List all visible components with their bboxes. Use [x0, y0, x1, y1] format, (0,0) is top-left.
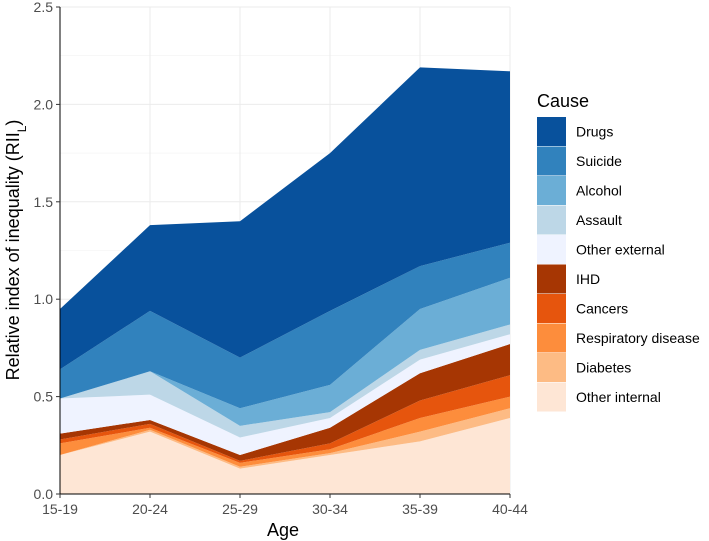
x-tick-label: 40-44	[492, 501, 528, 517]
legend-swatch	[537, 176, 566, 205]
legend-label: Other external	[576, 242, 665, 258]
legend-label: Cancers	[576, 301, 628, 317]
y-axis-title-subscript: L	[15, 125, 29, 132]
area-ihd	[60, 344, 510, 461]
y-tick-labels: 0.0 0.5 1.0 1.5 2.0 2.5	[34, 0, 54, 502]
legend-swatch	[537, 146, 566, 176]
x-tick-label: 25-29	[222, 501, 258, 517]
area-diabetes	[60, 408, 510, 469]
legend-title: Cause	[537, 91, 589, 111]
y-axis-title-close: )	[3, 120, 23, 126]
legend: Cause Drugs Suicide Alcohol Assault Other ex…	[537, 91, 700, 412]
legend-swatch	[537, 264, 566, 294]
legend-swatch	[537, 353, 566, 382]
legend-label: Alcohol	[576, 183, 622, 199]
y-tick-label: 0.5	[34, 389, 54, 405]
y-tick-label: 2.0	[34, 96, 54, 112]
area-other-external	[60, 334, 510, 456]
legend-swatch	[537, 117, 566, 146]
area-suicide	[60, 242, 510, 409]
x-tick-label: 30-34	[312, 501, 348, 517]
legend-label: Drugs	[576, 124, 613, 140]
y-tick-label: 1.0	[34, 291, 54, 307]
legend-swatch	[537, 323, 566, 353]
legend-label: Suicide	[576, 153, 622, 169]
y-tick-label: 2.5	[34, 0, 54, 15]
legend-swatch	[537, 235, 566, 264]
legend-swatch	[537, 382, 566, 412]
axes	[56, 6, 511, 498]
x-tick-labels: 15-19 20-24 25-29 30-34 35-39 40-44	[42, 501, 528, 517]
legend-label: Other internal	[576, 389, 661, 405]
legend-label: Diabetes	[576, 360, 631, 376]
y-tick-label: 0.0	[34, 486, 54, 502]
x-tick-label: 35-39	[402, 501, 438, 517]
x-tick-label: 15-19	[42, 501, 78, 517]
area-drugs	[60, 67, 510, 370]
legend-swatch	[537, 205, 566, 235]
area-series	[60, 67, 510, 494]
y-axis-title: Relative index of inequality (RIIL)	[3, 120, 29, 381]
x-axis-title: Age	[267, 520, 299, 540]
x-tick-label: 20-24	[132, 501, 168, 517]
area-assault	[60, 324, 510, 438]
area-other-internal	[60, 418, 510, 494]
legend-swatch	[537, 294, 566, 323]
legend-label: IHD	[576, 271, 600, 287]
legend-label: Assault	[576, 212, 622, 228]
legend-label: Respiratory disease	[576, 330, 700, 346]
y-tick-label: 1.5	[34, 194, 54, 210]
y-axis-title-main: Relative index of inequality (RII	[3, 132, 23, 380]
